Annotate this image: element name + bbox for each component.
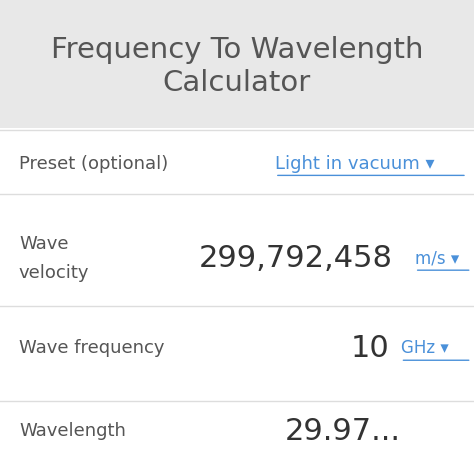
Text: Wave frequency: Wave frequency: [19, 339, 164, 357]
Text: 299,792,458: 299,792,458: [199, 244, 393, 273]
Text: 10: 10: [351, 334, 390, 363]
Text: m/s ▾: m/s ▾: [415, 249, 459, 267]
FancyBboxPatch shape: [0, 0, 474, 128]
Text: 29.97...: 29.97...: [284, 417, 401, 446]
Text: Light in vacuum ▾: Light in vacuum ▾: [275, 155, 434, 173]
Text: Calculator: Calculator: [163, 69, 311, 97]
Text: Wavelength: Wavelength: [19, 422, 126, 440]
Text: Frequency To Wavelength: Frequency To Wavelength: [51, 36, 423, 64]
Text: Wave
velocity: Wave velocity: [19, 235, 90, 282]
Text: Preset (optional): Preset (optional): [19, 155, 168, 173]
Text: GHz ▾: GHz ▾: [401, 339, 448, 357]
